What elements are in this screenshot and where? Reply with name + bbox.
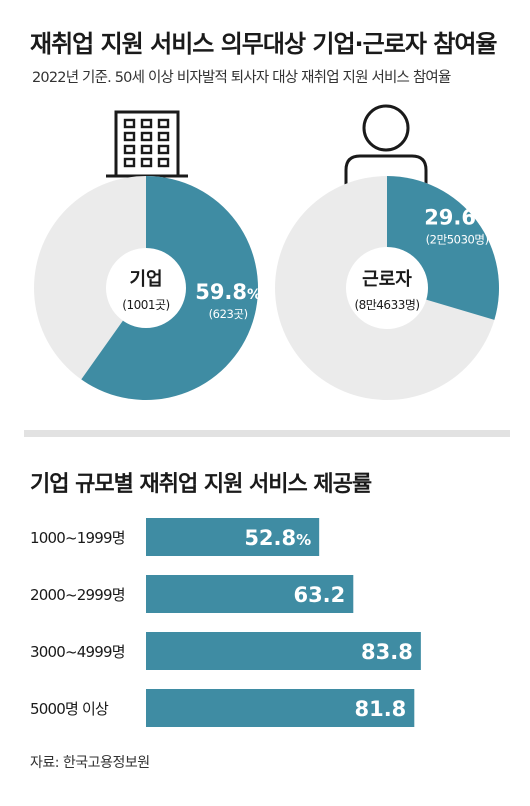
bar-value-number: 63.2 <box>293 583 345 607</box>
pie-value-label: 59.8% <box>195 280 261 304</box>
bar <box>146 575 354 613</box>
bar <box>146 632 421 670</box>
pie-center-label: 기업 <box>129 269 162 290</box>
pie-value-number: 29.6 <box>424 206 476 230</box>
pie-value-unit: % <box>476 213 490 229</box>
pie-value-unit: % <box>247 287 261 303</box>
bar-value-number: 83.8 <box>361 640 413 664</box>
bar-category-label: 1000~1999명 <box>30 529 125 547</box>
pie-value-label: 29.6% <box>424 206 490 230</box>
bar-category-label: 2000~2999명 <box>30 586 125 604</box>
chart-title: 재취업 지원 서비스 의무대상 기업·근로자 참여율 <box>30 30 497 58</box>
bar-category-label: 5000명 이상 <box>30 700 109 718</box>
pie-value-count: (623곳) <box>209 307 248 321</box>
bar-chart-title: 기업 규모별 재취업 지원 서비스 제공률 <box>30 472 372 497</box>
bar-value-unit: % <box>296 531 311 549</box>
bar-value-label: 52.8% <box>244 526 311 550</box>
bar-value-number: 81.8 <box>354 697 406 721</box>
bar-category-label: 3000~4999명 <box>30 643 125 661</box>
person-icon <box>344 104 428 186</box>
pie-center-circle <box>106 248 186 328</box>
pie-total-count: (8만4633명) <box>354 298 419 312</box>
bar-value-number: 52.8 <box>244 526 296 550</box>
bar-value-label: 83.8 <box>361 640 413 664</box>
bar <box>146 518 320 556</box>
bar-value-label: 63.2 <box>293 583 345 607</box>
section-divider <box>24 430 510 437</box>
source-note: 자료: 한국고용정보원 <box>30 755 150 771</box>
pie-center-label: 근로자 <box>362 269 412 290</box>
pie-total-count: (1001곳) <box>122 298 169 312</box>
bar <box>146 689 415 727</box>
pie-value-number: 59.8 <box>195 280 247 304</box>
chart-subtitle: 2022년 기준. 50세 이상 비자발적 퇴사자 대상 재취업 지원 서비스 … <box>32 70 451 86</box>
bar-value-label: 81.8 <box>354 697 406 721</box>
pie-center-circle <box>346 247 428 329</box>
building-icon <box>106 110 188 178</box>
pie-value-count: (2만5030명) <box>426 233 489 247</box>
